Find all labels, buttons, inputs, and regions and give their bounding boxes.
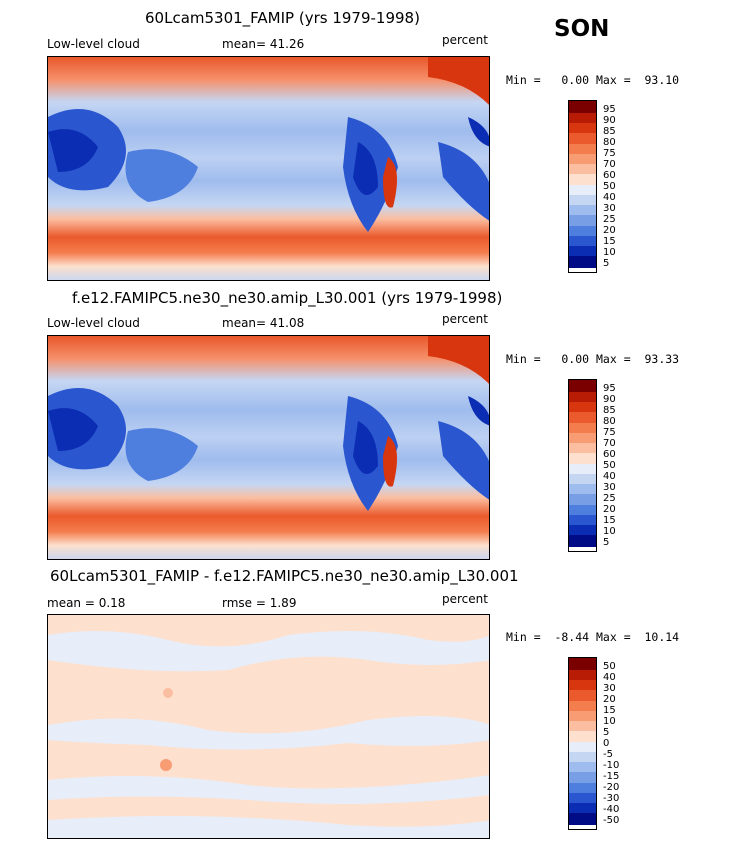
panel1-map: [47, 56, 490, 281]
panel1-minmax: Min = 0.00 Max = 93.10: [506, 73, 680, 87]
panel2-mean-label: mean= 41.08: [222, 316, 305, 330]
panel1-tick: 15: [603, 236, 616, 247]
panel1-tick: 10: [603, 247, 616, 258]
panel3-tick: -10: [603, 760, 620, 771]
panel3-map: [47, 614, 490, 839]
panel1-tick: 70: [603, 159, 616, 170]
panel2-variable-label: Low-level cloud: [47, 316, 140, 330]
panel2-map: [47, 335, 490, 560]
panel2-tick: 60: [603, 449, 616, 460]
panel1-tick: 5: [603, 258, 610, 269]
panel2-tick: 5: [603, 537, 610, 548]
panel2-tick: 20: [603, 504, 616, 515]
panel3-tick: 50: [603, 661, 616, 672]
panel3-title: 60Lcam5301_FAMIP - f.e12.FAMIPC5.ne30_ne…: [50, 567, 519, 585]
panel2-tick: 15: [603, 515, 616, 526]
panel1-tick: 30: [603, 203, 616, 214]
panel3-tick: 30: [603, 683, 616, 694]
panel3-tick: 40: [603, 672, 616, 683]
panel2-tick: 80: [603, 416, 616, 427]
panel3-tick: 0: [603, 738, 610, 749]
panel1-variable-label: Low-level cloud: [47, 37, 140, 51]
panel1-title: 60Lcam5301_FAMIP (yrs 1979-1998): [145, 9, 420, 27]
panel3-rmse-label: rmse = 1.89: [222, 596, 297, 610]
panel2-title: f.e12.FAMIPC5.ne30_ne30.amip_L30.001 (yr…: [72, 289, 503, 307]
panel1-tick: 20: [603, 225, 616, 236]
panel2-units-label: percent: [442, 312, 488, 326]
panel1-tick: 90: [603, 115, 616, 126]
panel1-tick: 95: [603, 104, 616, 115]
panel3-colorbar: [568, 657, 597, 830]
panel3-tick: -20: [603, 782, 620, 793]
panel2-tick: 70: [603, 438, 616, 449]
panel3-tick: 5: [603, 727, 610, 738]
panel2-map-plot: [48, 336, 489, 559]
panel1-tick: 75: [603, 148, 616, 159]
panel2-tick: 50: [603, 460, 616, 471]
panel2-tick: 90: [603, 394, 616, 405]
panel3-minmax: Min = -8.44 Max = 10.14: [506, 630, 680, 644]
panel2-tick: 10: [603, 526, 616, 537]
panel3-map-plot: [48, 615, 489, 838]
panel2-colorbar: [568, 379, 597, 552]
panel1-tick: 85: [603, 126, 616, 137]
panel3-mean-label: mean = 0.18: [47, 596, 126, 610]
panel2-tick: 95: [603, 383, 616, 394]
panel2-tick: 75: [603, 427, 616, 438]
panel2-tick: 85: [603, 405, 616, 416]
season-label: SON: [554, 16, 610, 42]
panel1-units-label: percent: [442, 33, 488, 47]
panel3-tick: -5: [603, 749, 613, 760]
panel3-tick: -15: [603, 771, 620, 782]
panel2-tick: 40: [603, 471, 616, 482]
panel2-tick: 30: [603, 482, 616, 493]
panel1-colorbar: [568, 100, 597, 273]
panel1-mean-label: mean= 41.26: [222, 37, 305, 51]
panel1-tick: 50: [603, 181, 616, 192]
panel1-tick: 60: [603, 170, 616, 181]
panel2-tick: 25: [603, 493, 616, 504]
panel1-tick: 40: [603, 192, 616, 203]
panel3-tick: -30: [603, 793, 620, 804]
panel2-minmax: Min = 0.00 Max = 93.33: [506, 352, 680, 366]
panel1-tick: 25: [603, 214, 616, 225]
panel3-tick: 10: [603, 716, 616, 727]
panel3-tick: 15: [603, 705, 616, 716]
panel1-map-plot: [48, 57, 489, 280]
panel3-tick: -40: [603, 804, 620, 815]
panel3-units-label: percent: [442, 592, 488, 606]
panel1-tick: 80: [603, 137, 616, 148]
panel3-tick: -50: [603, 815, 620, 826]
panel3-tick: 20: [603, 694, 616, 705]
